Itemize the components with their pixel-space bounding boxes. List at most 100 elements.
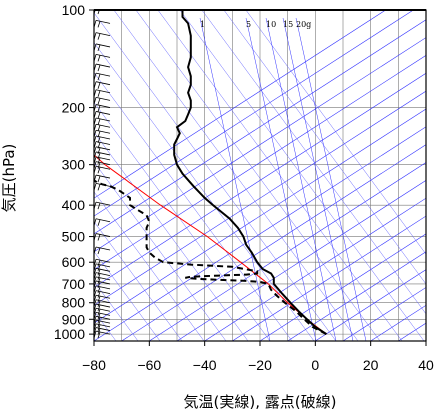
wind-barb: [95, 89, 111, 94]
adiabat-line: [94, 221, 183, 341]
adiabat-line: [94, 131, 249, 341]
isotherm-line: [398, 322, 426, 341]
wind-barb-flag: [97, 162, 101, 169]
wind-barb-flag: [97, 21, 101, 28]
wind-barb: [95, 201, 111, 206]
wind-barb: [95, 327, 111, 331]
isotherm-line: [94, 55, 426, 270]
wind-barb-flag: [97, 219, 101, 226]
wind-barb: [95, 96, 111, 101]
wind-barb-flag: [97, 105, 101, 112]
wind-barb-flag: [97, 98, 101, 105]
wind-barb-flag: [97, 324, 101, 332]
wind-barb: [95, 72, 111, 77]
wind-barb-flag: [97, 277, 101, 284]
x-tick-label: 20: [363, 357, 379, 373]
wind-barb-flag: [97, 264, 101, 271]
wind-barb: [95, 81, 111, 86]
isotherm-line: [94, 90, 426, 306]
adiabat-line: [223, 10, 426, 285]
mixing-ratio-line: [295, 17, 367, 341]
mixing-ratio-line: [199, 17, 271, 341]
wind-barb-flag: [97, 321, 101, 328]
isotherm-line: [94, 10, 414, 217]
isotherm-line: [342, 287, 426, 341]
wind-barb-flag: [97, 136, 101, 144]
wind-barb-flag: [97, 281, 101, 289]
adiabat-line: [94, 42, 315, 341]
mixing-ratio-label: 15: [283, 20, 293, 29]
wind-barb-flag: [97, 157, 101, 165]
wind-barb-flag: [97, 33, 101, 40]
x-tick-label: 0: [311, 357, 319, 373]
wind-barb-flag: [97, 317, 101, 324]
wind-barb: [95, 258, 111, 263]
wind-barb: [95, 111, 111, 115]
wind-barb-flag: [97, 234, 101, 241]
wind-barb: [95, 63, 111, 68]
adiabat-layer: [94, 10, 426, 341]
wind-barb-flag: [97, 300, 101, 307]
isotherm-line: [287, 251, 426, 341]
x-axis-title: 気温(実線), 露点(破線): [184, 393, 337, 411]
adiabat-line: [94, 191, 205, 341]
wind-barb-flag: [97, 291, 101, 298]
y-tick-label: 1000: [54, 326, 85, 342]
wind-barb-flag: [97, 112, 101, 119]
wind-barb-flag: [97, 175, 101, 183]
y-tick-label: 100: [62, 2, 86, 18]
x-tick-label: −60: [137, 357, 161, 373]
wind-barb-flag: [97, 313, 101, 320]
mixing-ratio-line: [265, 17, 337, 341]
wind-barb: [95, 43, 111, 48]
wind-barb-flag: [97, 332, 101, 339]
wind-barb-flag: [97, 269, 101, 276]
isotherm-line: [149, 162, 426, 341]
wind-barb-flag: [97, 125, 101, 132]
wind-barb-flag: [97, 203, 101, 210]
adiabat-line: [94, 101, 271, 341]
wind-barb: [95, 311, 111, 316]
wind-barb-flag: [97, 44, 101, 52]
mixing-ratio-label: 5: [246, 20, 251, 29]
adiabat-line: [94, 12, 337, 341]
wind-barb-flag: [97, 247, 101, 255]
mixing-ratio-label: 20g: [296, 20, 311, 29]
isotherm-line: [121, 144, 426, 341]
wind-barb: [95, 32, 111, 37]
wind-barb: [95, 218, 111, 223]
isotherm-line: [176, 179, 426, 341]
adiabat-line: [94, 72, 293, 341]
wind-barb: [95, 174, 111, 179]
wind-barb: [95, 233, 111, 237]
wind-barb-flag: [97, 74, 101, 81]
x-tick-label: −80: [82, 357, 106, 373]
wind-barb-flag: [97, 309, 101, 316]
wind-barb-flag: [97, 152, 101, 160]
wind-barb-flag: [97, 55, 101, 62]
wind-barb-flag: [97, 328, 101, 335]
y-tick-label: 700: [62, 276, 86, 292]
wind-barb: [95, 246, 111, 251]
wind-barb: [95, 315, 111, 320]
y-tick-label: 200: [62, 100, 86, 116]
wind-barb-flag: [97, 90, 101, 97]
wind-barb-flag: [97, 273, 101, 280]
wind-barb-flag: [97, 131, 101, 138]
x-tick-label: 40: [418, 357, 434, 373]
wind-barb: [95, 307, 111, 312]
isotherm-line: [94, 37, 426, 253]
dewpoint-line: [94, 179, 327, 335]
wind-barb-flag: [97, 184, 101, 191]
adiabat-line: [201, 10, 426, 315]
wind-barb-flag: [97, 64, 101, 72]
adiabat-line: [179, 10, 425, 341]
mixing-ratio-labels: 1 5 10 15 20g: [200, 20, 311, 29]
isotherm-line: [94, 108, 426, 324]
wind-barb: [95, 323, 111, 328]
wind-barb: [95, 182, 111, 187]
isotherm-line: [425, 340, 426, 341]
x-axis: −80 −60 −40 −20 0 20 40: [82, 341, 434, 373]
